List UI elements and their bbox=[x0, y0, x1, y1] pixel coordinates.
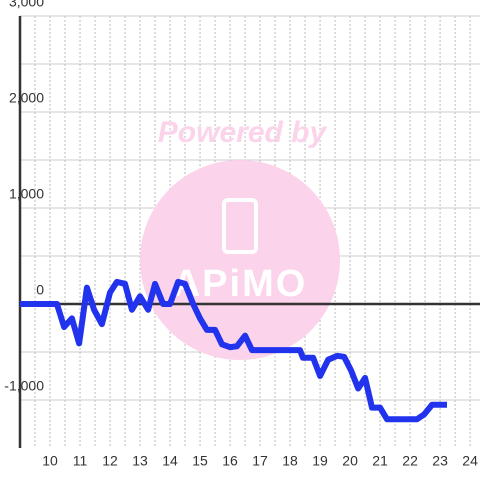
watermark-icon bbox=[222, 198, 258, 254]
x-tick-label: 23 bbox=[432, 453, 448, 469]
x-tick-label: 18 bbox=[282, 453, 298, 469]
line-series bbox=[20, 278, 447, 423]
y-tick-label: -1,000 bbox=[4, 378, 44, 394]
x-tick-label: 13 bbox=[132, 453, 148, 469]
x-tick-label: 14 bbox=[162, 453, 178, 469]
x-tick-label: 22 bbox=[402, 453, 418, 469]
watermark-text: Powered by bbox=[158, 116, 328, 149]
y-tick-label: 3,000 bbox=[9, 0, 44, 10]
x-tick-label: 16 bbox=[222, 453, 238, 469]
x-tick-label: 15 bbox=[192, 453, 208, 469]
x-tick-label: 12 bbox=[102, 453, 118, 469]
x-tick-label: 17 bbox=[252, 453, 268, 469]
y-tick-label: 2,000 bbox=[9, 90, 44, 106]
x-tick-label: 24 bbox=[462, 453, 478, 469]
y-tick-label: 1,000 bbox=[9, 186, 44, 202]
x-tick-label: 19 bbox=[312, 453, 328, 469]
watermark-circle bbox=[140, 160, 340, 360]
x-tick-label: 11 bbox=[73, 453, 88, 469]
x-tick-label: 20 bbox=[342, 453, 358, 469]
y-tick-label: 0 bbox=[36, 282, 44, 298]
watermark-logo: APiMO bbox=[173, 263, 308, 305]
x-tick-label: 21 bbox=[372, 453, 388, 469]
x-tick-label: 10 bbox=[42, 453, 58, 469]
